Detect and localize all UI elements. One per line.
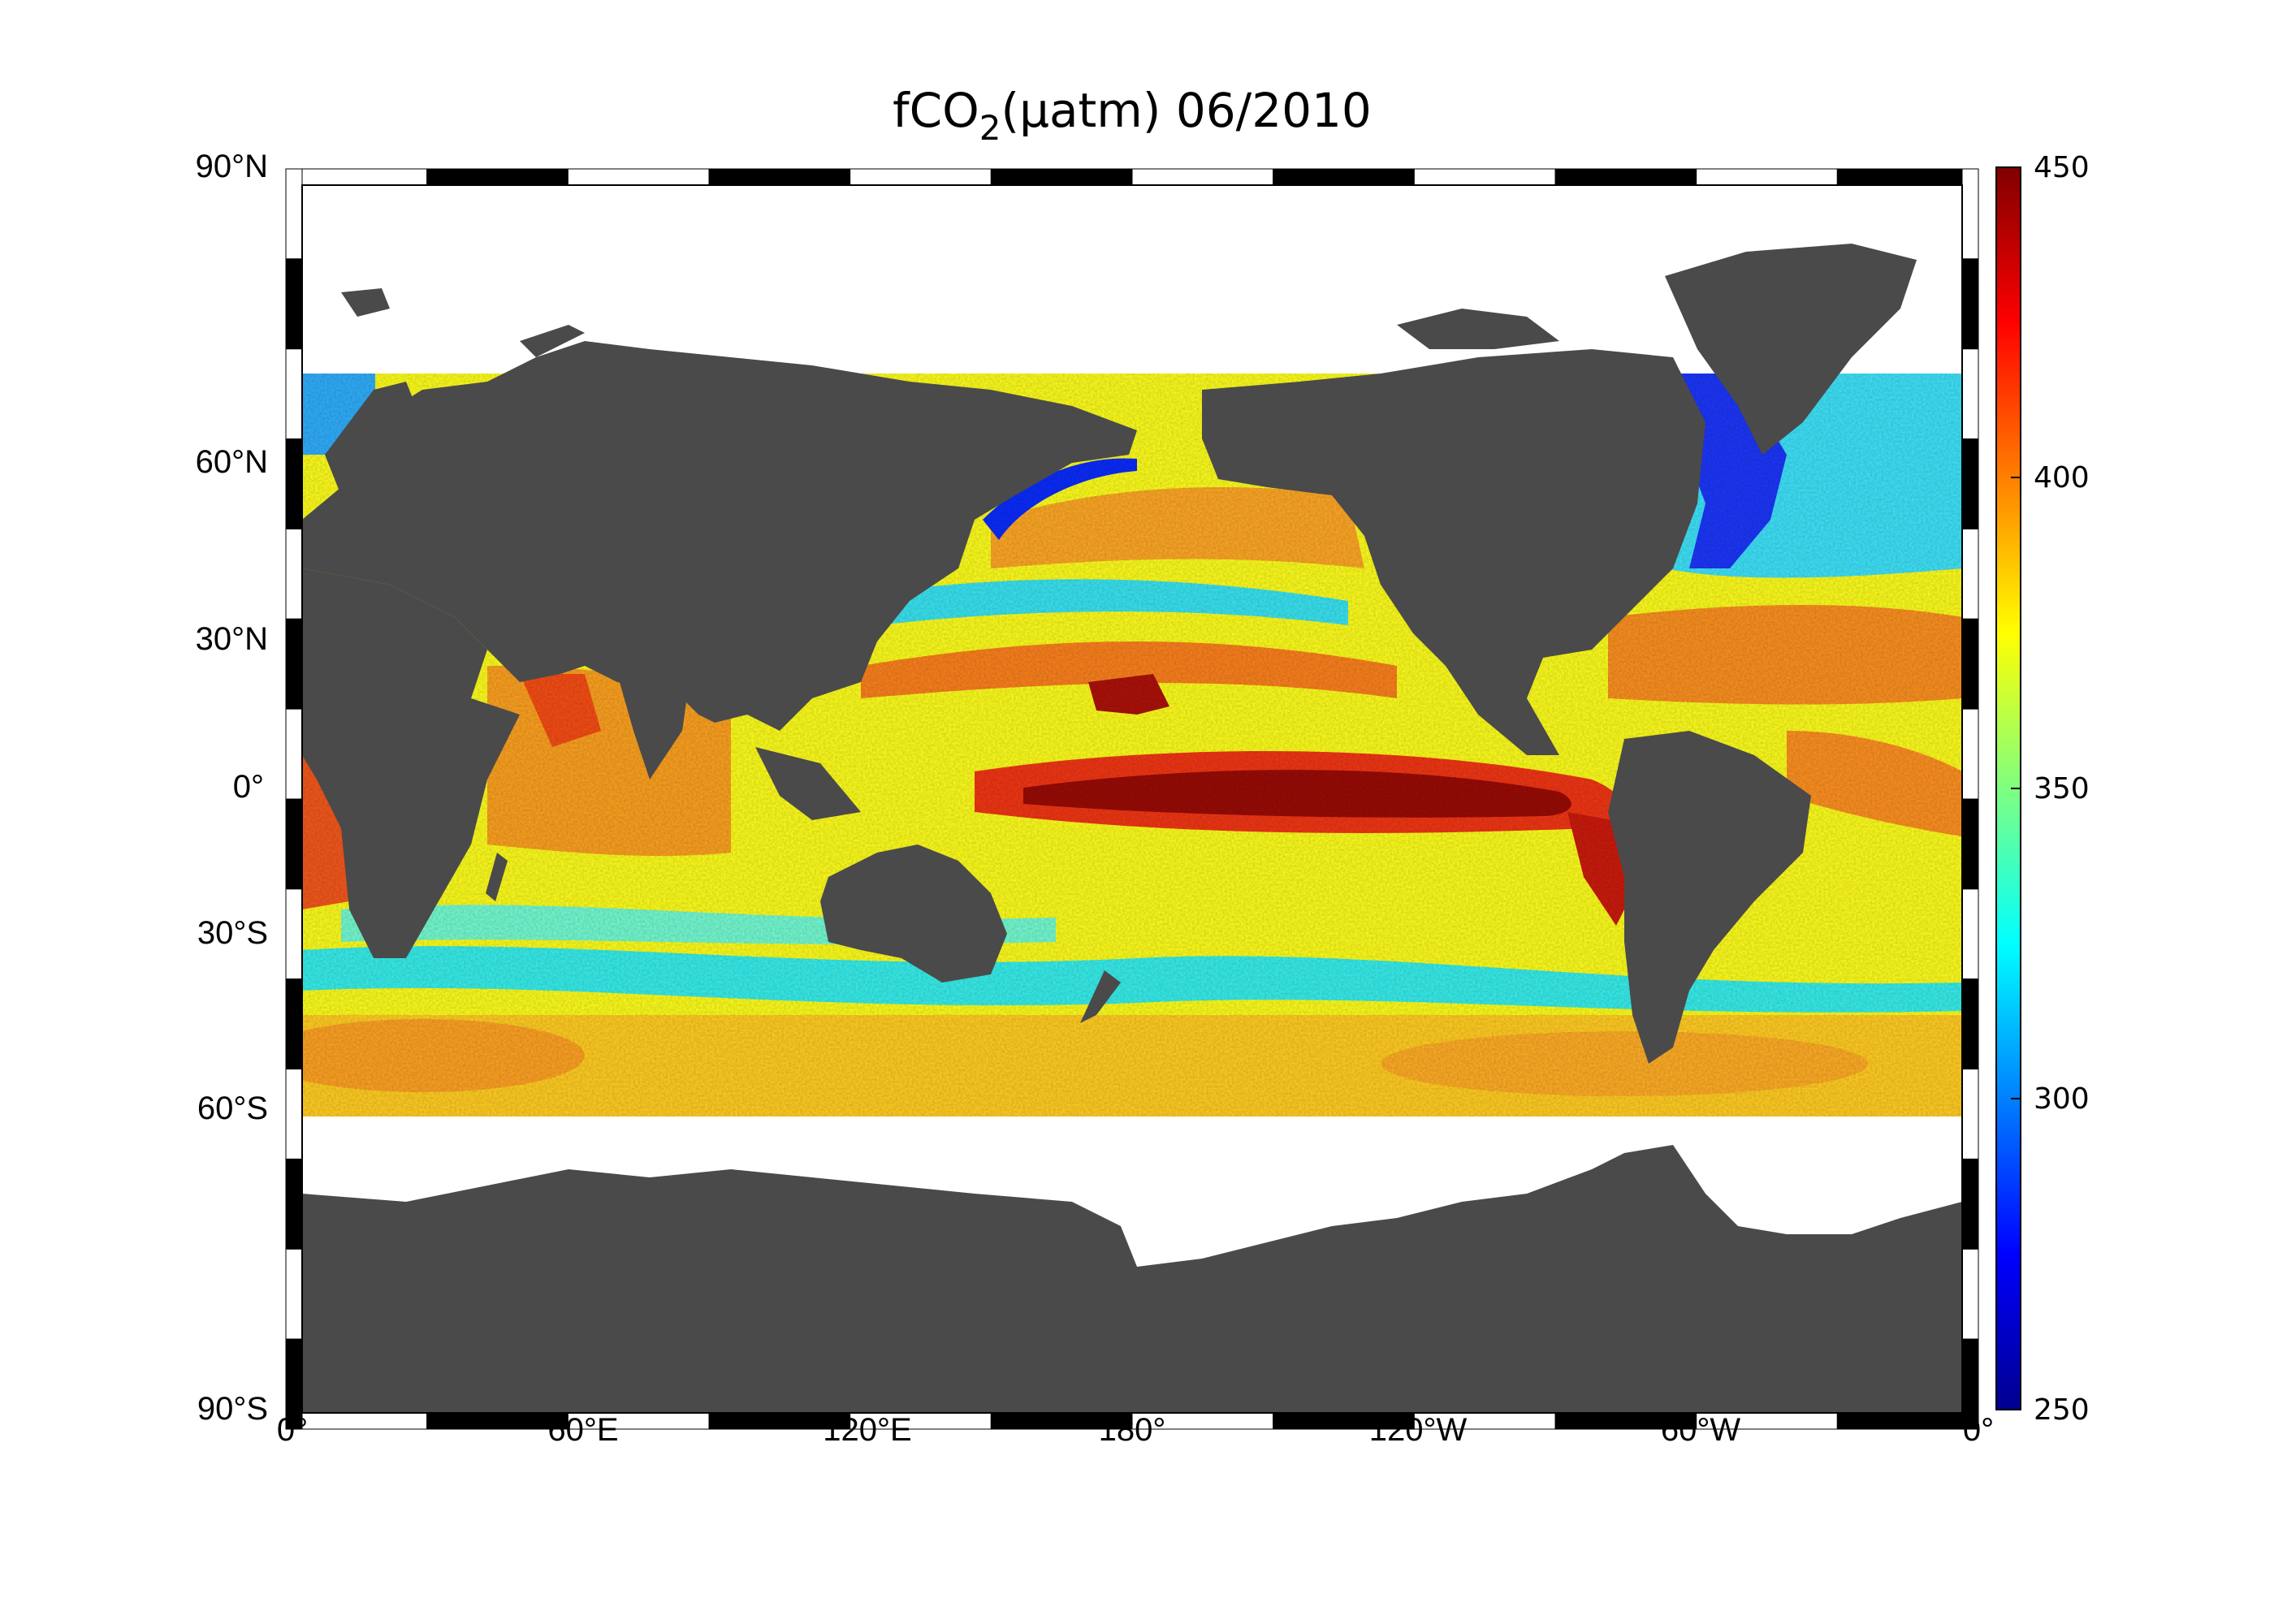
frame-segment-left bbox=[285, 798, 303, 890]
map-title: fCO2(μatm) 06/2010 bbox=[893, 83, 1372, 148]
frame-segment-left bbox=[285, 1158, 303, 1250]
frame-segment-right bbox=[1961, 258, 1979, 350]
lon-tick-0-end: 0° bbox=[1963, 1412, 1994, 1448]
frame-segment-left bbox=[285, 258, 303, 350]
lat-tick-60n: 60°N bbox=[196, 444, 268, 480]
lat-tick-0: 0° bbox=[233, 769, 264, 805]
lat-tick-30n: 30°N bbox=[196, 621, 268, 657]
frame-segment-top bbox=[1273, 168, 1415, 186]
map-border bbox=[301, 184, 1963, 1414]
lon-tick-120w: 120°W bbox=[1369, 1412, 1468, 1448]
colorbar-tick-450: 450 bbox=[2034, 151, 2090, 184]
frame-segment-left bbox=[285, 888, 303, 980]
frame-segment-left bbox=[285, 978, 303, 1070]
southeast-asia bbox=[755, 747, 861, 820]
frame-segment-left bbox=[285, 528, 303, 620]
colorbar-tick-300: 300 bbox=[2034, 1082, 2090, 1116]
lon-tick-labels: 0° 60°E 120°E 180° 120°W 60°W 0° bbox=[277, 1412, 1994, 1448]
colorbar-tick-350: 350 bbox=[2034, 772, 2090, 806]
frame-segment-left bbox=[285, 1069, 303, 1160]
frame-segment-left bbox=[285, 168, 303, 260]
frame-segment-top bbox=[708, 168, 851, 186]
colorbar-tick-400: 400 bbox=[2034, 461, 2090, 495]
frame-segment-right bbox=[1961, 1248, 1979, 1340]
south-america bbox=[1608, 731, 1811, 1064]
new-zealand bbox=[1080, 970, 1121, 1023]
scandinavia bbox=[325, 382, 422, 495]
svalbard bbox=[341, 288, 390, 317]
australia bbox=[820, 844, 1007, 983]
map-frame bbox=[285, 168, 1979, 1430]
frame-segment-right bbox=[1961, 978, 1979, 1070]
frame-segment-top bbox=[1413, 168, 1556, 186]
novaya-zemlya bbox=[520, 325, 585, 357]
antarctica bbox=[302, 1145, 1962, 1413]
lat-tick-60s: 60°S bbox=[197, 1091, 268, 1126]
land bbox=[302, 244, 1962, 1413]
frame-segment-bottom bbox=[1836, 1412, 1979, 1430]
frame-segment-top bbox=[1836, 168, 1979, 186]
frame-segment-right bbox=[1961, 168, 1979, 260]
frame-segment-top bbox=[990, 168, 1133, 186]
frame-segment-left bbox=[285, 1248, 303, 1340]
madagascar bbox=[486, 853, 508, 901]
frame-segment-left bbox=[285, 708, 303, 800]
lat-tick-30s: 30°S bbox=[197, 915, 268, 951]
frame-segment-right bbox=[1961, 708, 1979, 800]
frame-segment-top bbox=[426, 168, 568, 186]
lon-tick-0: 0° bbox=[277, 1412, 308, 1448]
colorbar-ticks bbox=[2011, 166, 2021, 1410]
north-america bbox=[1202, 349, 1706, 755]
frame-segment-right bbox=[1961, 528, 1979, 620]
frame-segment-right bbox=[1961, 1158, 1979, 1250]
map-area bbox=[302, 185, 1962, 1413]
frame-segment-right bbox=[1961, 888, 1979, 980]
frame-segment-left bbox=[285, 348, 303, 440]
frame-segment-left bbox=[285, 438, 303, 529]
colorbar-tick-250: 250 bbox=[2034, 1393, 2090, 1427]
frame-segment-right bbox=[1961, 1069, 1979, 1160]
lon-tick-60e: 60°E bbox=[547, 1412, 618, 1448]
frame-segment-top bbox=[1554, 168, 1697, 186]
greenland bbox=[1665, 244, 1917, 455]
frame-segment-top bbox=[567, 168, 710, 186]
lat-tick-labels: 90°N 60°N 30°N 0° 30°S 60°S 90°S bbox=[196, 149, 268, 1427]
india bbox=[617, 674, 690, 780]
lon-tick-60w: 60°W bbox=[1661, 1412, 1740, 1448]
frame-segment-top bbox=[1696, 168, 1838, 186]
frame-segment-left bbox=[285, 618, 303, 710]
arctic-islands bbox=[1397, 309, 1559, 349]
colorbar: 450 400 350 300 250 bbox=[1995, 151, 2090, 1427]
lon-tick-120e: 120°E bbox=[823, 1412, 911, 1448]
frame-segment-right bbox=[1961, 798, 1979, 890]
frame-segment-top bbox=[850, 168, 992, 186]
frame-segment-right bbox=[1961, 348, 1979, 440]
frame-segment-top bbox=[285, 168, 428, 186]
frame-segment-top bbox=[1131, 168, 1274, 186]
frame-segment-right bbox=[1961, 438, 1979, 529]
africa bbox=[302, 568, 520, 958]
lat-tick-90s: 90°S bbox=[197, 1391, 268, 1427]
lon-tick-180: 180° bbox=[1099, 1412, 1166, 1448]
frame-segment-right bbox=[1961, 618, 1979, 710]
frame-segment-bottom bbox=[426, 1412, 568, 1430]
lat-tick-90n: 90°N bbox=[196, 149, 268, 184]
eurasia bbox=[302, 341, 1137, 731]
